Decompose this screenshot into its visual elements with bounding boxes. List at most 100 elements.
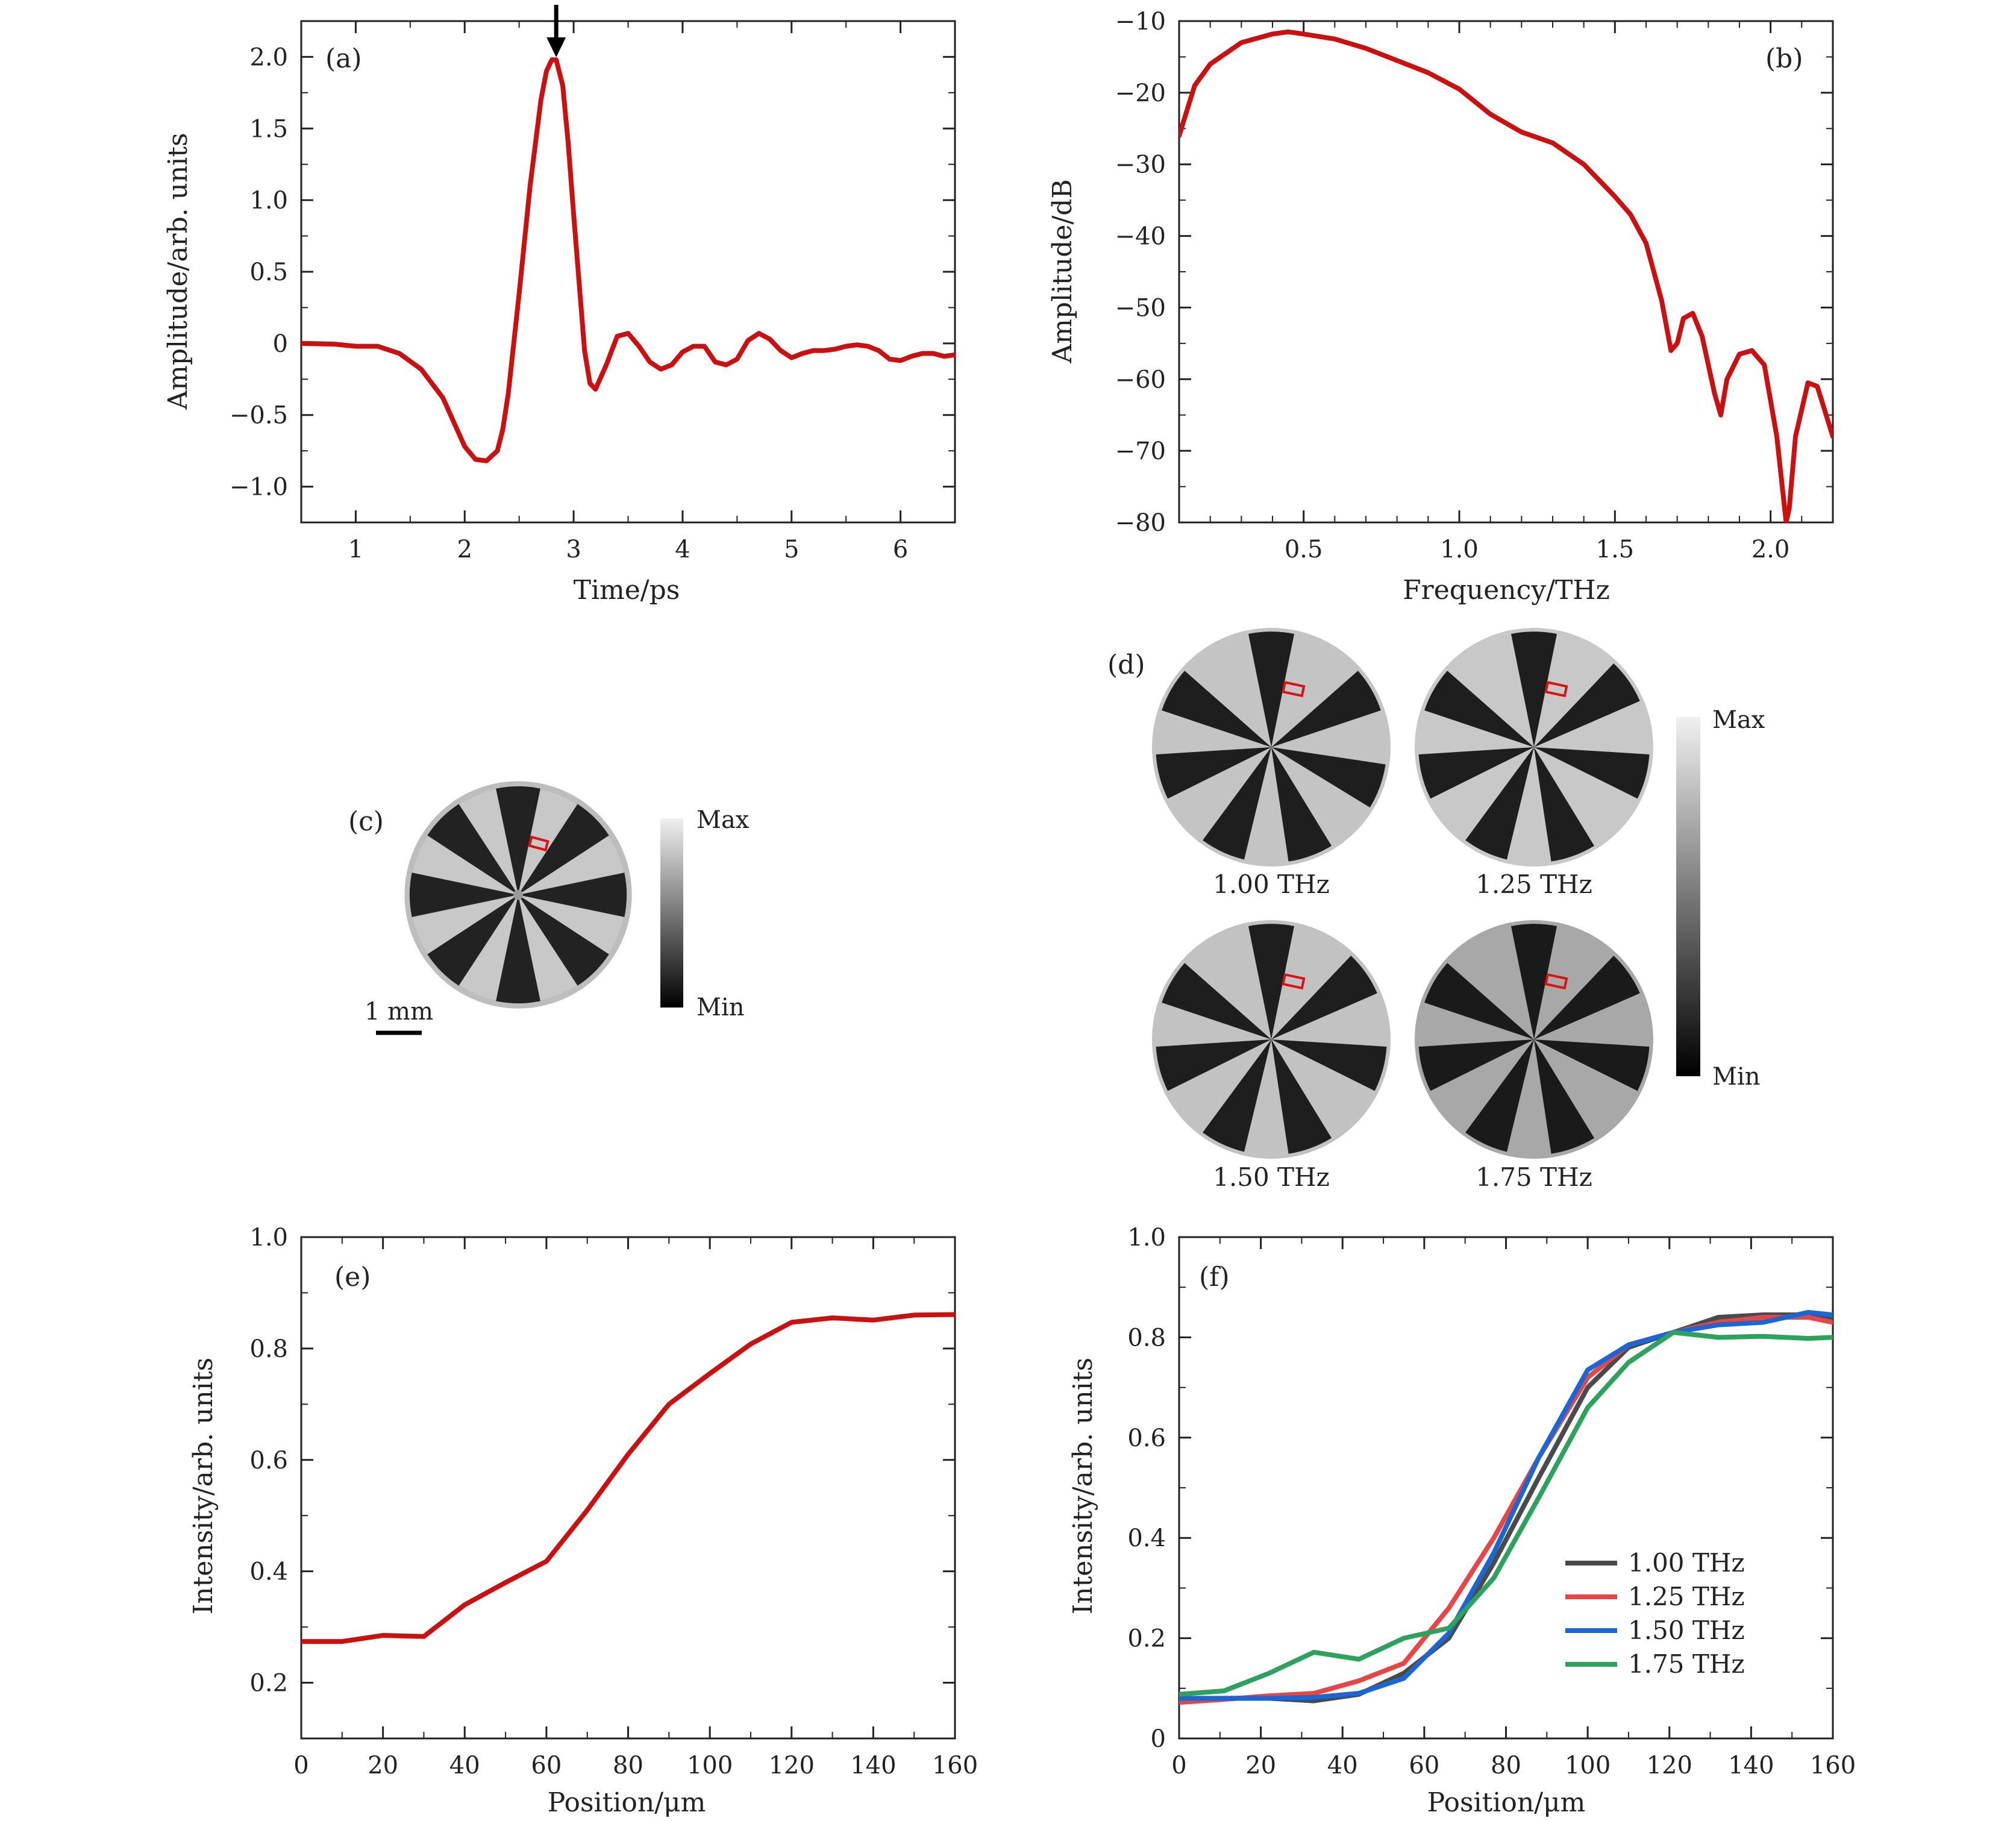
colorbar-d-min: Min [1712,1063,1761,1091]
legend-label-3: 1.50 THz [1628,1616,1745,1645]
y-tick-label-f: 0.2 [1127,1625,1166,1653]
thz-image-c [404,781,632,1009]
thz-image-d-3 [1152,920,1391,1159]
y-tick-label-e: 0.2 [249,1670,288,1697]
x-tick-label-f: 40 [1327,1752,1358,1779]
plot-b: 0.5 1.0 1.5 2.0 −80 −70 −60 −50 −40 −30 −20 −10 [1115,8,1834,563]
panel-c: (c) Max Min 1 mm [348,781,750,1035]
x-tick-label-a: 3 [566,536,581,563]
colorbar-c [660,818,683,1008]
panel-f: 0 20 40 60 80 100 120 140 160 0 0.2 0.4 0.6 0.8 1.0 (f… [1068,1224,1856,1818]
x-tick-label-f: 60 [1409,1752,1439,1779]
panel-a-xlabel: Time/ps [574,575,680,606]
panel-b-label: (b) [1765,43,1803,74]
x-tick-label-b: 0.5 [1285,536,1323,563]
series-line-2 [1179,1315,1833,1705]
y-tick-label-b: −50 [1115,294,1166,322]
x-tick-label-a: 1 [348,536,363,563]
panel-b: 0.5 1.0 1.5 2.0 −80 −70 −60 −50 −40 −30 −20 −10 (b)… [1047,8,1834,606]
panel-b-ylabel: Amplitude/dB [1047,179,1078,363]
y-tick-label-f: 1.0 [1127,1224,1166,1252]
colorbar-c-min: Min [697,994,745,1021]
panel-f-label: (f) [1199,1262,1230,1293]
panel-f-ylabel: Intensity/arb. units [1068,1358,1098,1614]
data-line-b [1179,29,1833,522]
scale-bar-label: 1 mm [365,998,433,1026]
y-tick-label-f: 0.8 [1127,1324,1166,1352]
y-tick-label-b: −20 [1115,80,1166,107]
panel-a: 1 2 3 4 5 6−1.0−0.500.51.01.52.0 (a) Time/ps … [163,5,956,606]
colorbar-d-max: Max [1712,706,1765,734]
x-tick-label-e: 120 [769,1752,815,1779]
thz-image-d-1 [1152,628,1391,867]
freq-label-4: 1.75 THz [1476,1162,1592,1192]
y-tick-label-a: 0 [273,330,288,358]
y-tick-label-b: −80 [1115,509,1166,537]
y-tick-label-a: −0.5 [230,402,288,430]
x-tick-label-f: 140 [1728,1752,1774,1779]
x-tick-label-f: 80 [1491,1752,1521,1779]
x-tick-label-a: 2 [457,536,472,563]
x-tick-label-e: 20 [368,1752,398,1779]
panel-e-ylabel: Intensity/arb. units [188,1358,219,1614]
panel-a-label: (a) [325,43,362,74]
freq-label-2: 1.25 THz [1476,870,1592,899]
x-tick-label-b: 1.0 [1440,536,1479,563]
y-tick-label-a: −1.0 [230,474,288,501]
x-tick-label-e: 100 [687,1752,733,1779]
y-tick-label-a: 1.5 [249,115,288,143]
x-tick-label-e: 0 [293,1752,308,1779]
y-tick-label-b: −60 [1115,366,1166,393]
peak-arrow-head [546,37,566,57]
x-tick-label-f: 160 [1810,1752,1856,1779]
series-line-4 [1179,1330,1833,1697]
legend-label-1: 1.00 THz [1628,1548,1745,1578]
y-tick-label-a: 2.0 [249,43,288,71]
panel-b-xlabel: Frequency/THz [1403,575,1610,606]
y-tick-label-f: 0.4 [1127,1525,1166,1552]
plot-frame-e [300,1236,956,1740]
plot-frame-b [1178,20,1834,524]
plot-e: 0 20 40 60 80 100 120 140 160 0.2 0.4 0.6 0.8 1.0 [249,1224,978,1779]
y-tick-label-a: 0.5 [249,259,288,286]
colorbar-c-max: Max [697,806,750,834]
y-tick-label-e: 1.0 [249,1224,288,1252]
freq-label-1: 1.00 THz [1213,870,1330,899]
y-tick-label-e: 0.8 [249,1335,288,1363]
y-tick-label-a: 1.0 [249,187,288,215]
x-tick-label-a: 4 [675,536,690,563]
x-tick-label-f: 0 [1171,1752,1186,1779]
y-tick-label-f: 0.6 [1127,1425,1166,1452]
x-tick-label-a: 5 [784,536,799,563]
y-tick-label-b: −30 [1115,151,1166,179]
x-tick-label-f: 120 [1647,1752,1692,1779]
series-line-3 [1179,1309,1833,1701]
panel-e: 0 20 40 60 80 100 120 140 160 0.2 0.4 0.6 0.8 1.0 (e)… [188,1224,978,1818]
x-tick-label-e: 80 [613,1752,643,1779]
x-tick-label-e: 140 [850,1752,896,1779]
x-tick-label-e: 160 [932,1752,978,1779]
data-line-e [301,1312,955,1644]
panel-c-label: (c) [348,806,384,837]
data-line-a [301,57,955,463]
y-tick-label-b: −40 [1115,223,1166,251]
x-tick-label-f: 100 [1565,1752,1611,1779]
y-tick-label-b: −70 [1115,437,1166,465]
y-tick-label-f: 0 [1151,1725,1166,1753]
colorbar-d [1676,717,1700,1076]
y-tick-label-e: 0.4 [249,1558,288,1586]
plot-a: 1 2 3 4 5 6 −1.0 −0.5 0 0.5 1.0 1.5 2.0 [230,5,956,563]
plot-f: 0 20 40 60 80 100 120 140 160 0 0.2 0.4 0.6 0.8 1.0 [1127,1224,1856,1779]
y-tick-label-b: −10 [1115,8,1166,36]
panel-d: (d) [1107,628,1765,1192]
thz-image-d-2 [1415,628,1653,867]
panel-d-label: (d) [1107,650,1145,680]
panel-e-xlabel: Position/μm [548,1787,706,1818]
x-tick-label-b: 2.0 [1751,536,1790,563]
x-tick-label-e: 40 [449,1752,480,1779]
panel-f-xlabel: Position/μm [1427,1787,1586,1818]
x-tick-label-f: 20 [1245,1752,1276,1779]
legend-label-2: 1.25 THz [1628,1582,1745,1611]
